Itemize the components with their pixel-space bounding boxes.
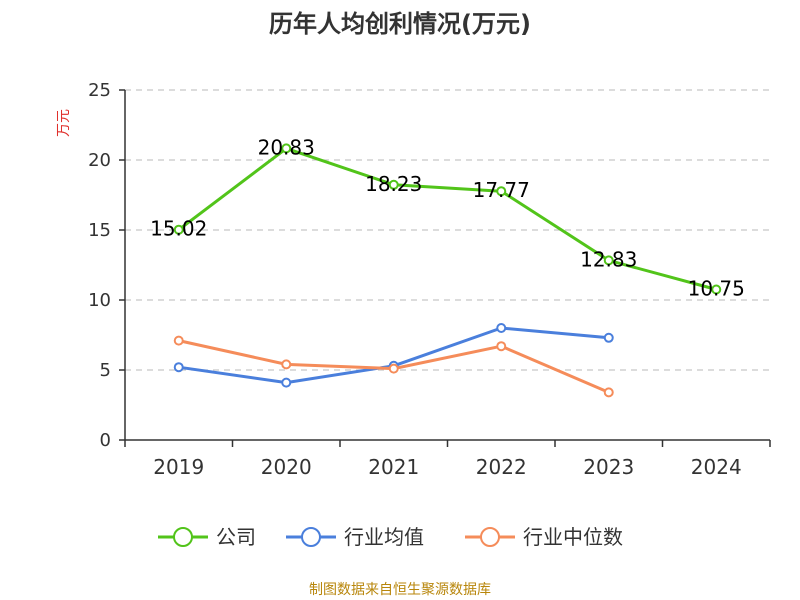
data-point (281, 359, 292, 370)
data-point (173, 362, 184, 373)
data-point (173, 224, 184, 235)
data-point (603, 387, 614, 398)
legend: 公司 行业均值 行业中位数 (158, 525, 623, 549)
series-layer (173, 143, 722, 398)
y-tick-label: 0 (100, 430, 111, 451)
x-tick-label-2019: 2019 (153, 455, 204, 479)
legend-label: 公司 (216, 525, 256, 549)
x-tick-label-2022: 2022 (476, 455, 527, 479)
legend-label: 行业均值 (344, 525, 424, 549)
data-point (281, 143, 292, 154)
series-line-0 (177, 146, 717, 291)
data-point (603, 332, 614, 343)
data-point (388, 179, 399, 190)
y-tick-label: 5 (100, 360, 111, 381)
data-label: 20.83 (258, 135, 315, 159)
data-point (603, 255, 614, 266)
data-label: 15.02 (150, 217, 207, 241)
data-point (711, 284, 722, 295)
data-point (496, 341, 507, 352)
legend-marker (480, 527, 500, 547)
legend-label: 行业中位数 (523, 525, 623, 549)
data-point (173, 335, 184, 346)
x-tick-label-2020: 2020 (261, 455, 312, 479)
data-label: 18.23 (365, 172, 422, 196)
data-point (388, 363, 399, 374)
chart-title: 历年人均创利情况(万元) (269, 10, 531, 38)
x-tick-label-2023: 2023 (583, 455, 634, 479)
y-tick-label: 10 (88, 290, 111, 311)
legend-marker (301, 527, 321, 547)
data-point (281, 377, 292, 388)
source-note: 制图数据来自恒生聚源数据库 (309, 582, 491, 598)
data-label: 17.77 (473, 178, 530, 202)
data-label: 12.83 (580, 247, 637, 271)
data-point (496, 323, 507, 333)
y-tick-label: 15 (88, 220, 111, 241)
x-tick-label-2024: 2024 (691, 455, 742, 479)
y-tick-label: 20 (88, 150, 111, 171)
data-label-layer: 15.02 20.83 18.23 17.77 12.83 10.75 (150, 135, 745, 300)
data-label: 10.75 (688, 277, 745, 301)
y-axis-unit: 万元 (56, 109, 72, 137)
axis-layer: 0 5 10 15 20 25 2019 2020 2021 2022 2023 2024 (88, 80, 771, 479)
y-tick-label: 25 (88, 80, 111, 101)
x-tick-label-2021: 2021 (368, 455, 419, 479)
legend-marker (173, 527, 193, 547)
grid-layer (125, 89, 770, 371)
data-point (496, 186, 507, 197)
